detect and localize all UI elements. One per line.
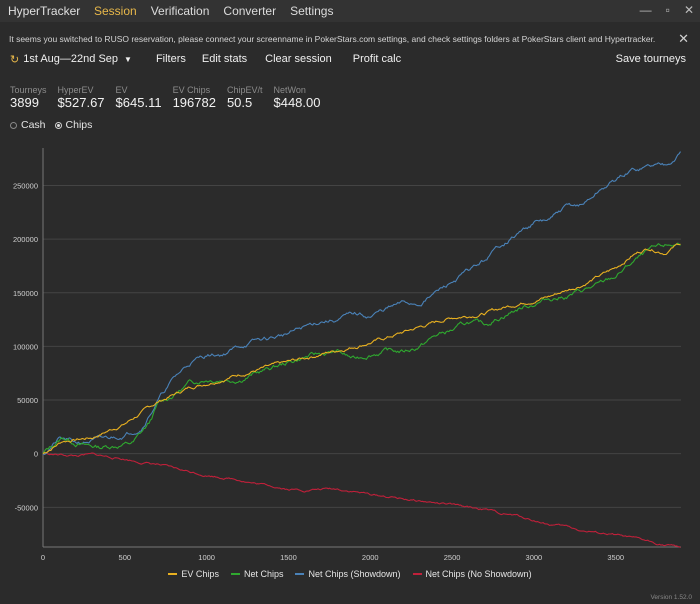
stat-ev: EV $645.11 bbox=[116, 85, 162, 110]
legend-label: Net Chips bbox=[243, 569, 284, 579]
stat-label: EV bbox=[115, 85, 128, 95]
y-tick-label: 0 bbox=[34, 450, 38, 459]
stat-hyperev: HyperEV $527.67 bbox=[58, 85, 105, 110]
legend-no-showdown[interactable]: Net Chips (No Showdown) bbox=[412, 569, 532, 579]
notice-text: It seems you switched to RUSO reservatio… bbox=[9, 34, 656, 44]
legend-net-chips[interactable]: Net Chips bbox=[230, 569, 284, 579]
y-tick-label: 250000 bbox=[13, 182, 38, 191]
minimize-icon[interactable]: — bbox=[639, 3, 652, 17]
stat-label: ChipEV/t bbox=[226, 85, 263, 95]
date-range-selector[interactable]: ↻ 1st Aug—22nd Sep ▼ bbox=[10, 53, 132, 66]
stat-label: NetWon bbox=[273, 85, 306, 95]
x-tick-label: 500 bbox=[119, 553, 132, 562]
edit-stats-button[interactable]: Edit stats bbox=[201, 53, 248, 65]
profit-calc-button[interactable]: Profit calc bbox=[352, 53, 402, 65]
clear-session-button[interactable]: Clear session bbox=[265, 53, 332, 65]
close-window-icon[interactable]: ✕ bbox=[683, 3, 694, 17]
radio-chips-dot[interactable] bbox=[54, 121, 62, 129]
nav-verification[interactable]: Verification bbox=[150, 4, 210, 18]
legend-showdown[interactable]: Net Chips (Showdown) bbox=[295, 569, 401, 579]
series-line-net-chips bbox=[42, 242, 681, 454]
stat-label: EV Chips bbox=[172, 85, 211, 95]
series-line-net-chips-showdown bbox=[42, 151, 681, 456]
main-nav: Session Verification Converter Settings bbox=[94, 4, 333, 18]
nav-settings[interactable]: Settings bbox=[290, 4, 334, 18]
radio-cash-label: Cash bbox=[21, 119, 46, 131]
stat-chipev-per-t: ChipEV/t 50.5 bbox=[227, 85, 263, 110]
app-title: HyperTracker bbox=[8, 4, 81, 18]
y-tick-label: 100000 bbox=[13, 342, 38, 351]
legend-swatch bbox=[295, 573, 305, 575]
notice-bar: It seems you switched to RUSO reservatio… bbox=[0, 30, 700, 48]
radio-cash-dot[interactable] bbox=[10, 121, 17, 129]
x-tick-label: 0 bbox=[41, 553, 45, 562]
y-tick-label: 50000 bbox=[17, 396, 38, 405]
version-label: Version 1.52.0 bbox=[650, 594, 692, 601]
stat-label: HyperEV bbox=[57, 85, 94, 95]
radio-chips[interactable]: Chips bbox=[54, 119, 93, 131]
stat-tourneys: Tourneys 3899 bbox=[10, 85, 47, 110]
filters-button[interactable]: Filters bbox=[155, 53, 186, 65]
stats-panel: Tourneys 3899 HyperEV $527.67 EV $645.11… bbox=[10, 85, 331, 110]
stat-value: $448.00 bbox=[273, 95, 321, 110]
stat-netwon: NetWon $448.00 bbox=[273, 85, 320, 110]
series-line-net-chips-no-showdown bbox=[42, 452, 681, 548]
stat-value: 50.5 bbox=[226, 95, 253, 110]
maximize-icon[interactable]: ▫ bbox=[665, 3, 670, 17]
notice-close-icon[interactable]: ✕ bbox=[678, 31, 689, 46]
date-range-label: 1st Aug—22nd Sep bbox=[23, 53, 119, 65]
y-tick-label: 200000 bbox=[13, 235, 38, 244]
x-tick-label: 3500 bbox=[607, 553, 624, 562]
stat-ev-chips: EV Chips 196782 bbox=[173, 85, 216, 110]
x-tick-label: 2000 bbox=[362, 553, 379, 562]
x-tick-label: 3000 bbox=[526, 553, 543, 562]
mode-toggle: Cash Chips bbox=[10, 119, 92, 131]
legend-label: Net Chips (Showdown) bbox=[308, 569, 401, 579]
legend-swatch bbox=[412, 573, 422, 575]
radio-chips-label: Chips bbox=[65, 119, 93, 131]
stat-label: Tourneys bbox=[10, 85, 47, 95]
stat-value: 3899 bbox=[10, 95, 39, 110]
legend-swatch bbox=[168, 573, 178, 575]
legend-ev-chips[interactable]: EV Chips bbox=[168, 569, 219, 579]
legend-swatch bbox=[230, 573, 240, 575]
refresh-icon[interactable]: ↻ bbox=[10, 53, 20, 66]
radio-cash[interactable]: Cash bbox=[10, 119, 46, 131]
chip-graph: -50000 0 50000 100000 150000 200000 250000 0 500… bbox=[13, 148, 681, 562]
y-tick-label: 150000 bbox=[13, 289, 38, 298]
window-controls: — ▫ ✕ bbox=[640, 3, 694, 17]
save-tourneys-button[interactable]: Save tourneys bbox=[615, 53, 686, 65]
nav-session[interactable]: Session bbox=[94, 4, 137, 18]
caret-down-icon: ▼ bbox=[124, 54, 132, 64]
legend-label: Net Chips (No Showdown) bbox=[425, 569, 532, 579]
nav-converter[interactable]: Converter bbox=[223, 4, 277, 18]
y-tick-label: -50000 bbox=[15, 503, 38, 512]
stat-value: 196782 bbox=[172, 95, 216, 110]
x-tick-label: 2500 bbox=[444, 553, 461, 562]
title-bar: HyperTracker Session Verification Conver… bbox=[0, 0, 700, 22]
stat-value: $645.11 bbox=[115, 95, 162, 110]
x-tick-label: 1000 bbox=[198, 553, 215, 562]
stat-value: $527.67 bbox=[57, 95, 105, 110]
legend-label: EV Chips bbox=[181, 569, 219, 579]
x-tick-label: 1500 bbox=[280, 553, 297, 562]
chart-legend: EV Chips Net Chips Net Chips (Showdown) … bbox=[0, 569, 700, 579]
series-line-ev-chips bbox=[42, 243, 681, 455]
toolbar: ↻ 1st Aug—22nd Sep ▼ Filters Edit stats … bbox=[0, 48, 700, 70]
